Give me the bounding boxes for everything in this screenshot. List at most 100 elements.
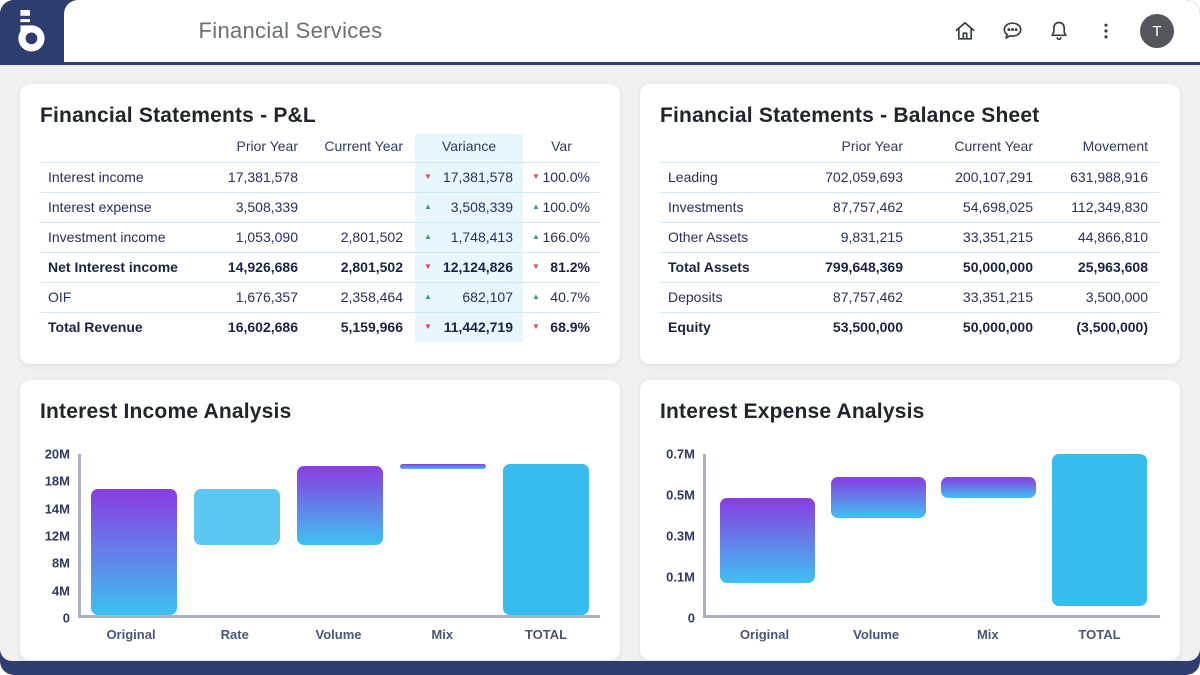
avatar[interactable]: T [1140,14,1174,48]
cell: 50,000,000 [915,311,1045,342]
table-row: OIF 1,676,357 2,358,464 ▲ 682,107 ▲ 40.7% [40,281,600,312]
cell: 50,000,000 [915,251,1045,282]
cell: 87,757,462 [780,281,915,312]
bar-slot [400,454,486,615]
balance-sheet-table: Prior Year Current Year Movement Leading… [660,134,1160,342]
bell-icon[interactable] [1046,18,1072,44]
bottom-bar [0,661,1200,675]
table-row: Interest expense 3,508,339 ▲ 3,508,339 ▲ 100.… [40,191,600,222]
cell: ▲ 682,107 [415,281,523,312]
bar-original[interactable] [720,497,815,583]
home-icon[interactable] [952,18,978,44]
cell: 17,381,578 [200,161,310,192]
triangle-up-icon: ▲ [532,292,540,301]
table-row: Leading 702,059,693 200,107,291 631,988,916 [660,161,1160,192]
triangle-down-icon: ▼ [532,322,540,332]
bar-slot [720,454,815,615]
triangle-up-icon: ▲ [424,292,432,301]
cell: ▼ 100.0% [523,161,600,192]
cell [310,191,415,222]
x-axis-label: Mix [976,627,999,642]
cell: 16,602,686 [200,311,310,342]
triangle-down-icon: ▼ [424,262,432,271]
cell-value: 682,107 [462,289,513,305]
row-label: Investments [660,191,780,222]
cell: ▲ 3,508,339 [415,191,523,222]
cell: ▼ 17,381,578 [415,161,523,192]
bar-slot [194,454,280,615]
dashboard-content: Financial Statements - P&L Prior Year Cu… [0,65,1200,661]
bar-total[interactable] [1051,454,1147,606]
table-header-row: Prior Year Current Year Variance Var [40,134,600,162]
x-axis-label: Mix [431,627,454,642]
bar-mix[interactable] [400,464,486,470]
bar-total[interactable] [503,464,589,615]
cell: 1,053,090 [200,221,310,252]
cell: 2,801,502 [310,251,415,282]
x-axis-label: TOTAL [1078,627,1121,642]
cell: 87,757,462 [780,191,915,222]
row-label: Leading [660,161,780,192]
interest-income-chart: 20M 18M 14M 12M 8M 4M 0 Original Rate Volume Mix T… [40,447,600,644]
card-interest-expense: Interest Expense Analysis 0.7M 0.5M 0.3M 0.… [640,380,1180,660]
card-title-interest-income: Interest Income Analysis [40,400,292,423]
x-axis-label: TOTAL [524,627,568,642]
y-tick-label: 0.1M [666,569,695,585]
cell-value: 17,381,578 [442,169,513,185]
y-tick-label: 0.3M [666,528,695,544]
card-title-pnl: Financial Statements - P&L [40,104,316,127]
cell-value: 11,442,719 [443,319,513,336]
row-label: OIF [40,281,200,312]
chat-icon[interactable] [999,18,1025,44]
column-header-current-year: Current Year [954,137,1033,154]
cell-value: 166.0% [542,229,590,245]
x-axis-label: Volume [315,627,362,642]
cell: 200,107,291 [915,161,1045,192]
bar-volume[interactable] [830,477,926,519]
column-header-movement: Movement [1082,137,1148,154]
pnl-table: Prior Year Current Year Variance Var Int… [40,134,600,342]
cell: ▼ 12,124,826 [415,251,523,282]
y-tick-label: 0.7M [666,446,695,462]
x-axis: Original Volume Mix TOTAL [703,618,1160,644]
y-tick-label: 4M [51,583,70,599]
column-header-prior-year: Prior Year [236,137,298,154]
card-title-balance-sheet: Financial Statements - Balance Sheet [660,104,1040,127]
header-actions: T [952,14,1174,48]
cell-value: 100.0% [542,169,590,185]
row-label: Equity [660,311,780,342]
table-row: Total Revenue 16,602,686 5,159,966 ▼ 11,442,… [40,311,600,342]
logo-b-icon [18,10,45,52]
triangle-up-icon: ▲ [424,202,432,211]
bar-volume[interactable] [297,466,383,545]
table-row: Other Assets 9,831,215 33,351,215 44,866,81… [660,221,1160,252]
card-interest-income: Interest Income Analysis 20M 18M 14M 12M 8M 4… [20,380,620,660]
column-header [40,134,200,162]
bar-mix[interactable] [941,477,1037,498]
triangle-down-icon: ▼ [424,172,432,181]
row-label: Investment income [40,221,200,252]
cell: 3,500,000 [1045,281,1160,312]
plot-area [78,454,600,618]
column-header-prior-year: Prior Year [841,137,903,154]
cell-value: 3,508,339 [450,199,513,215]
cell: 44,866,810 [1045,221,1160,252]
y-tick-label: 18M [44,473,70,489]
cell: (3,500,000) [1045,311,1160,342]
table-row: Investments 87,757,462 54,698,025 112,349,8… [660,191,1160,222]
bar-slot [941,454,1037,615]
cell-value: 68.9% [550,319,590,336]
page-title: Financial Services [198,18,383,43]
card-pnl: Financial Statements - P&L Prior Year Cu… [20,84,620,364]
column-header-current-year: Current Year [324,137,403,154]
y-axis: 0.7M 0.5M 0.3M 0.1M 0 [660,447,703,626]
app-logo[interactable] [0,0,64,62]
kebab-menu-icon[interactable] [1093,18,1119,44]
cell: 3,508,339 [200,191,310,222]
bar-original[interactable] [91,489,177,615]
row-label: Interest income [40,161,200,192]
cell: ▲ 100.0% [523,191,600,222]
row-label: Net Interest income [40,251,200,282]
bar-rate[interactable] [194,489,280,545]
